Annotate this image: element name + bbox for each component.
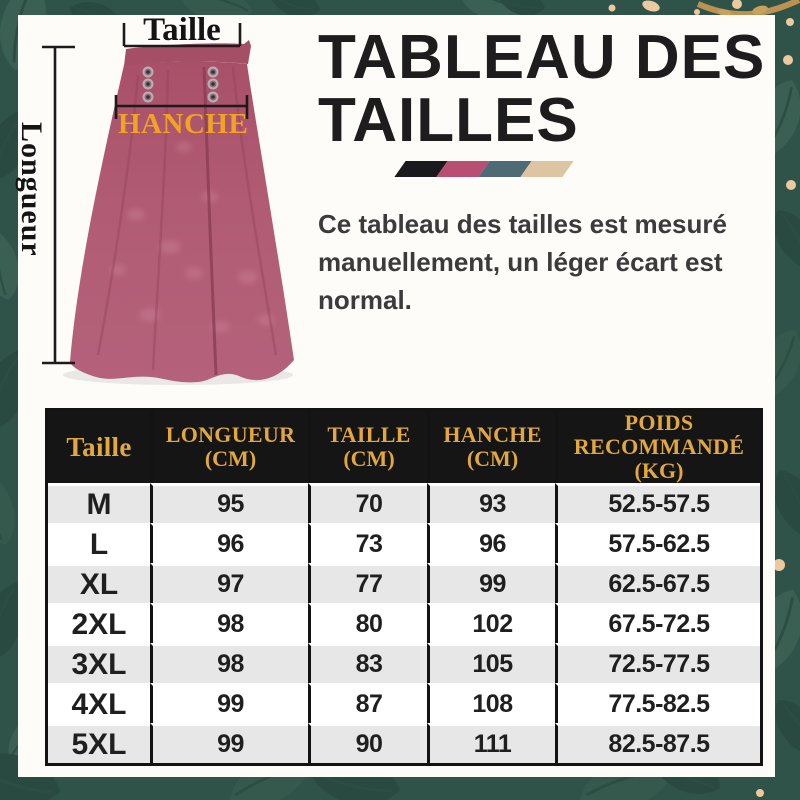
table-row-5XL: 5XL 99 90 111 82.5-87.5 [48, 723, 760, 763]
description-text: Ce tableau des tailles est mesuré manuel… [318, 209, 727, 315]
skirt-illustration [42, 23, 294, 385]
value-cell: 93 [427, 483, 555, 523]
measurement-lines [42, 23, 249, 365]
value-cell: 77 [308, 563, 427, 603]
value-cell: 80 [308, 603, 427, 643]
size-cell: XL [48, 563, 150, 603]
table-row-L: L 96 73 96 57.5-62.5 [48, 523, 760, 563]
value-cell: 83 [308, 643, 427, 683]
page-title-line1: TABLEAU DES [318, 23, 766, 92]
value-cell: 77.5-82.5 [555, 683, 760, 723]
length-label: Longueur [15, 122, 48, 257]
size-cell: M [48, 483, 150, 523]
beige-dot-decorations [608, 0, 796, 797]
page-title: TABLEAU DES TAILLES [318, 26, 765, 152]
size-cell: 3XL [48, 643, 150, 683]
value-cell: 99 [427, 563, 555, 603]
column-header-0: Taille [48, 411, 150, 483]
table-row-M: M 95 70 93 52.5-57.5 [48, 483, 760, 523]
value-cell: 52.5-57.5 [555, 483, 760, 523]
hip-measure-line [114, 95, 249, 119]
value-cell: 96 [150, 523, 308, 563]
value-cell: 99 [150, 723, 308, 763]
column-header-4: POIDS RECOMMANDÉ (KG) [555, 411, 760, 483]
table-row-4XL: 4XL 99 87 108 77.5-82.5 [48, 683, 760, 723]
column-header-3: HANCHE (CM) [427, 411, 555, 483]
value-cell: 99 [150, 683, 308, 723]
table-row-2XL: 2XL 98 80 102 67.5-72.5 [48, 603, 760, 643]
column-header-1: LONGUEUR (CM) [150, 411, 308, 483]
size-table-body: M 95 70 93 52.5-57.5 L 96 73 96 57.5-62.5 XL 97 77 99… [48, 483, 760, 763]
value-cell: 97 [150, 563, 308, 603]
value-cell: 73 [308, 523, 427, 563]
value-cell: 90 [308, 723, 427, 763]
value-cell: 98 [150, 603, 308, 643]
color-swatch-bar [394, 161, 574, 177]
table-row-3XL: 3XL 98 83 105 72.5-77.5 [48, 643, 760, 683]
value-cell: 95 [150, 483, 308, 523]
size-table-header-row: Taille LONGUEUR (CM) TAILLE (CM) HANCHE (CM) PO… [48, 411, 760, 483]
value-cell: 87 [308, 683, 427, 723]
size-cell: 5XL [48, 723, 150, 763]
value-cell: 82.5-87.5 [555, 723, 760, 763]
skirt-body [70, 61, 294, 383]
value-cell: 72.5-77.5 [555, 643, 760, 683]
table-row-XL: XL 97 77 99 62.5-67.5 [48, 563, 760, 603]
value-cell: 57.5-62.5 [555, 523, 760, 563]
value-cell: 62.5-67.5 [555, 563, 760, 603]
value-cell: 98 [150, 643, 308, 683]
grommet-buttons [142, 66, 219, 103]
color-swatch-beige [520, 161, 574, 177]
waist-measure-bracket [122, 23, 242, 48]
value-cell: 96 [427, 523, 555, 563]
value-cell: 70 [308, 483, 427, 523]
size-cell: 2XL [48, 603, 150, 643]
page-title-line2: TAILLES [318, 86, 579, 155]
value-cell: 105 [427, 643, 555, 683]
value-cell: 67.5-72.5 [555, 603, 760, 643]
column-header-2: TAILLE (CM) [308, 411, 427, 483]
size-table: Taille LONGUEUR (CM) TAILLE (CM) HANCHE (CM) PO… [45, 408, 763, 766]
value-cell: 108 [427, 683, 555, 723]
hip-label: HANCHE [118, 108, 249, 140]
value-cell: 111 [427, 723, 555, 763]
size-cell: L [48, 523, 150, 563]
length-measure-line [42, 45, 75, 365]
size-cell: 4XL [48, 683, 150, 723]
waist-label: Taille [143, 12, 221, 48]
value-cell: 102 [427, 603, 555, 643]
gold-branch-decoration [696, 0, 800, 18]
